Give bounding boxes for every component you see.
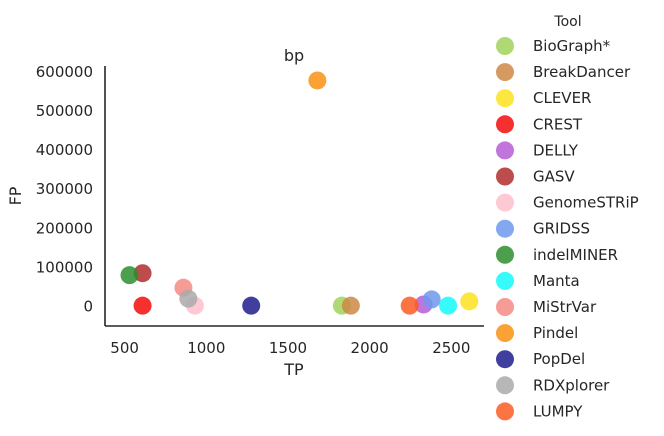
y-tick-label: 400000: [36, 141, 93, 159]
legend-label: indelMINER: [533, 246, 618, 264]
legend-label: GRIDSS: [533, 220, 590, 238]
legend-label: MiStrVar: [533, 298, 597, 316]
legend-item: GenomeSTRiP: [496, 193, 639, 212]
legend-item: LUMPY: [496, 402, 583, 421]
x-tick-label: 1000: [187, 339, 225, 357]
x-tick-labels: 500 1000 1500 2000 2500: [110, 339, 470, 357]
chart-title: bp: [284, 46, 304, 65]
legend-marker: [496, 350, 514, 369]
legend-item: RDXplorer: [496, 376, 610, 395]
legend-title: Tool: [553, 14, 581, 30]
legend-item: Manta: [496, 271, 580, 290]
legend-label: BioGraph*: [533, 37, 611, 55]
legend-marker: [496, 402, 514, 421]
legend-item: PopDel: [496, 350, 585, 369]
legend-item: Pindel: [496, 324, 578, 343]
legend-label: BreakDancer: [533, 63, 631, 81]
x-axis-label: TP: [283, 360, 304, 379]
legend-label: GenomeSTRiP: [533, 194, 639, 212]
data-point: [341, 296, 360, 315]
data-point: [179, 289, 198, 308]
legend-marker: [496, 115, 514, 134]
legend-label: CREST: [533, 115, 583, 133]
legend-label: Manta: [533, 272, 580, 290]
legend-item: BioGraph*: [496, 37, 611, 55]
x-tick-label: 2500: [432, 339, 470, 357]
legend-label: RDXplorer: [533, 376, 610, 394]
legend-marker: [496, 193, 514, 212]
legend-marker: [496, 271, 514, 290]
legend-marker: [496, 63, 514, 82]
y-tick-labels: 0 100000 200000 300000 400000 500000 600000: [36, 63, 93, 316]
legend-label: LUMPY: [533, 402, 583, 420]
legend-item: MiStrVar: [496, 298, 597, 316]
y-tick-label: 500000: [36, 102, 93, 120]
y-tick-label: 100000: [36, 258, 93, 276]
legend-marker: [496, 245, 514, 264]
legend-marker: [496, 376, 514, 395]
legend-marker: [496, 89, 514, 108]
data-point: [439, 296, 458, 315]
legend-item: BreakDancer: [496, 63, 631, 82]
legend-marker: [496, 37, 514, 55]
legend-label: CLEVER: [533, 89, 591, 107]
legend-item: GASV: [496, 167, 575, 186]
legend-item: CREST: [496, 115, 583, 134]
data-point: [400, 296, 419, 315]
data-points: [120, 71, 479, 315]
x-tick-label: 500: [110, 339, 139, 357]
legend-label: Pindel: [533, 324, 578, 342]
y-tick-label: 200000: [36, 219, 93, 237]
data-point: [133, 296, 152, 315]
x-tick-label: 2000: [351, 339, 389, 357]
data-point: [242, 296, 261, 315]
legend-item: DELLY: [496, 141, 579, 160]
y-tick-label: 0: [83, 297, 93, 315]
legend-marker: [496, 219, 514, 238]
data-point: [308, 71, 327, 90]
y-axis-label: FP: [6, 186, 25, 205]
legend-label: GASV: [533, 168, 575, 186]
legend-label: PopDel: [533, 350, 585, 368]
x-tick-label: 1500: [269, 339, 307, 357]
legend: Tool BioGraph* BreakDancer CLEVER CREST DELL…: [496, 14, 639, 421]
legend-marker: [496, 141, 514, 160]
data-point: [460, 292, 479, 311]
legend-marker: [496, 298, 514, 316]
data-point: [422, 290, 441, 309]
legend-marker: [496, 324, 514, 343]
legend-item: CLEVER: [496, 89, 591, 108]
legend-marker: [496, 167, 514, 186]
legend-item: GRIDSS: [496, 219, 590, 238]
legend-item: indelMINER: [496, 246, 618, 264]
data-point: [120, 266, 139, 285]
y-tick-label: 300000: [36, 180, 93, 198]
y-tick-label: 600000: [36, 63, 93, 81]
legend-label: DELLY: [533, 141, 579, 159]
